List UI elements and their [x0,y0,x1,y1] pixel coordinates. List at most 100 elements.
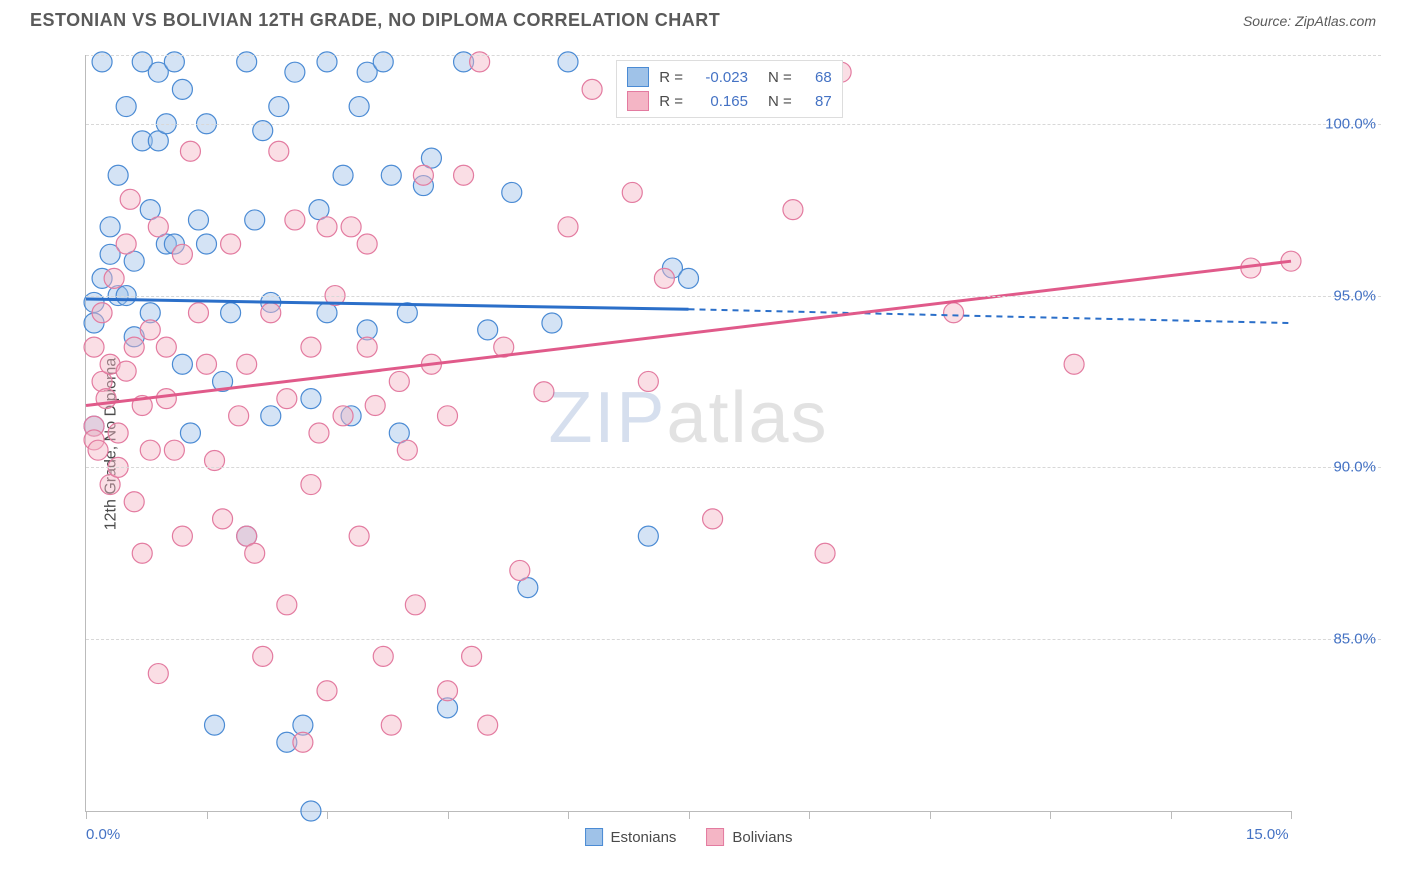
scatter-point [261,406,281,426]
scatter-point [96,389,116,409]
scatter-svg [86,55,1291,811]
scatter-point [269,97,289,117]
scatter-point [510,560,530,580]
scatter-point [172,526,192,546]
scatter-point [381,715,401,735]
scatter-point [381,165,401,185]
legend-label: Estonians [611,829,677,846]
legend-item: Estonians [585,828,677,846]
scatter-point [622,182,642,202]
scatter-point [221,234,241,254]
scatter-point [389,371,409,391]
r-label: R = [659,93,683,110]
scatter-point [317,217,337,237]
x-tick [1291,811,1292,819]
scatter-point [92,303,112,323]
source-name: ZipAtlas.com [1295,13,1376,29]
x-tick [86,811,87,819]
correlation-legend-row: R = 0.165 N = 87 [627,89,832,113]
scatter-point [261,303,281,323]
scatter-point [454,165,474,185]
scatter-point [140,440,160,460]
scatter-point [438,406,458,426]
scatter-point [100,217,120,237]
series-legend: Estonians Bolivians [585,828,793,846]
scatter-point [703,509,723,529]
scatter-point [534,382,554,402]
scatter-point [253,646,273,666]
y-tick-label: 100.0% [1325,115,1376,132]
scatter-point [205,715,225,735]
scatter-point [148,217,168,237]
x-axis-label: 0.0% [86,826,120,843]
scatter-point [108,165,128,185]
scatter-point [188,210,208,230]
chart-container: 12th Grade, No Diploma ZIPatlas R =-0.02… [30,45,1386,842]
scatter-point [357,234,377,254]
scatter-point [349,526,369,546]
scatter-point [116,361,136,381]
x-tick [1050,811,1051,819]
scatter-point [462,646,482,666]
scatter-point [245,210,265,230]
legend-swatch [627,67,649,87]
scatter-point [180,423,200,443]
scatter-point [104,268,124,288]
source-attribution: Source: ZipAtlas.com [1243,13,1376,29]
scatter-point [156,337,176,357]
scatter-point [188,303,208,323]
legend-item: Bolivians [706,828,792,846]
scatter-point [293,732,313,752]
scatter-point [124,337,144,357]
scatter-point [301,801,321,821]
x-tick [930,811,931,819]
scatter-point [116,97,136,117]
scatter-point [124,492,144,512]
scatter-point [156,389,176,409]
n-label: N = [768,69,792,86]
legend-swatch [627,91,649,111]
gridline [86,296,1381,297]
scatter-point [84,337,104,357]
scatter-point [558,217,578,237]
scatter-point [365,396,385,416]
scatter-point [245,543,265,563]
scatter-point [301,475,321,495]
trend-line [86,299,689,309]
scatter-point [301,389,321,409]
scatter-point [301,337,321,357]
scatter-point [373,646,393,666]
scatter-point [815,543,835,563]
x-tick [1171,811,1172,819]
x-tick [207,811,208,819]
scatter-point [213,509,233,529]
legend-label: Bolivians [732,829,792,846]
scatter-point [333,165,353,185]
scatter-point [221,303,241,323]
scatter-point [277,389,297,409]
n-value: 87 [802,93,832,110]
x-tick [689,811,690,819]
scatter-point [197,354,217,374]
scatter-point [317,681,337,701]
header: ESTONIAN VS BOLIVIAN 12TH GRADE, NO DIPL… [0,0,1406,36]
scatter-point [638,526,658,546]
n-value: 68 [802,69,832,86]
gridline [86,124,1381,125]
legend-swatch [706,828,724,846]
y-tick-label: 95.0% [1333,287,1376,304]
scatter-point [285,62,305,82]
scatter-point [357,337,377,357]
scatter-point [341,217,361,237]
scatter-point [237,354,257,374]
scatter-point [478,715,498,735]
gridline [86,467,1381,468]
r-value: 0.165 [693,93,748,110]
gridline [86,639,1381,640]
scatter-point [164,440,184,460]
scatter-point [405,595,425,615]
scatter-point [783,200,803,220]
n-label: N = [768,93,792,110]
trend-line-extension [689,309,1292,323]
scatter-point [349,97,369,117]
